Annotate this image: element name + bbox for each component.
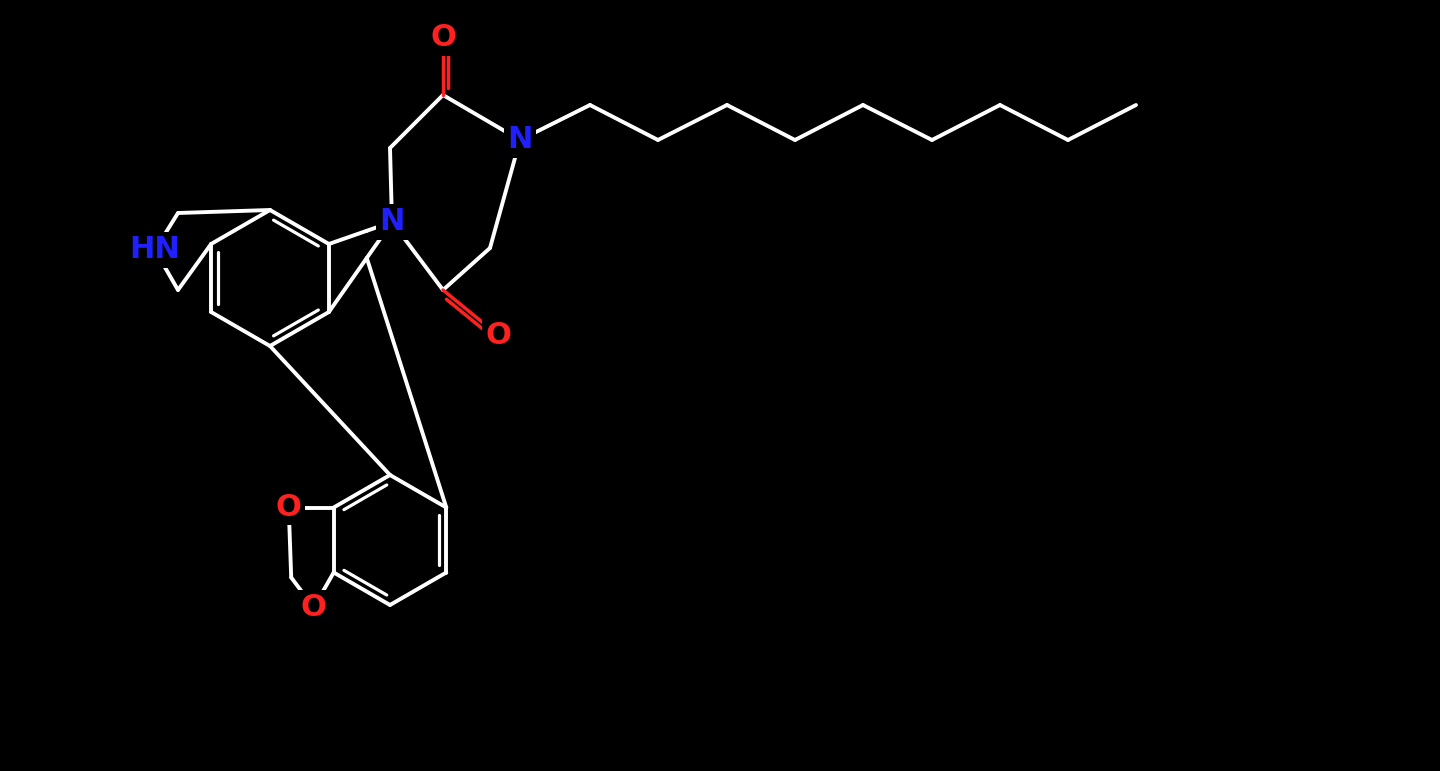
Text: O: O — [485, 321, 511, 349]
Text: O: O — [431, 23, 456, 52]
Text: N: N — [507, 126, 533, 154]
Text: N: N — [379, 207, 405, 237]
Text: O: O — [276, 493, 301, 522]
Text: HN: HN — [130, 235, 180, 264]
Text: O: O — [301, 593, 327, 622]
